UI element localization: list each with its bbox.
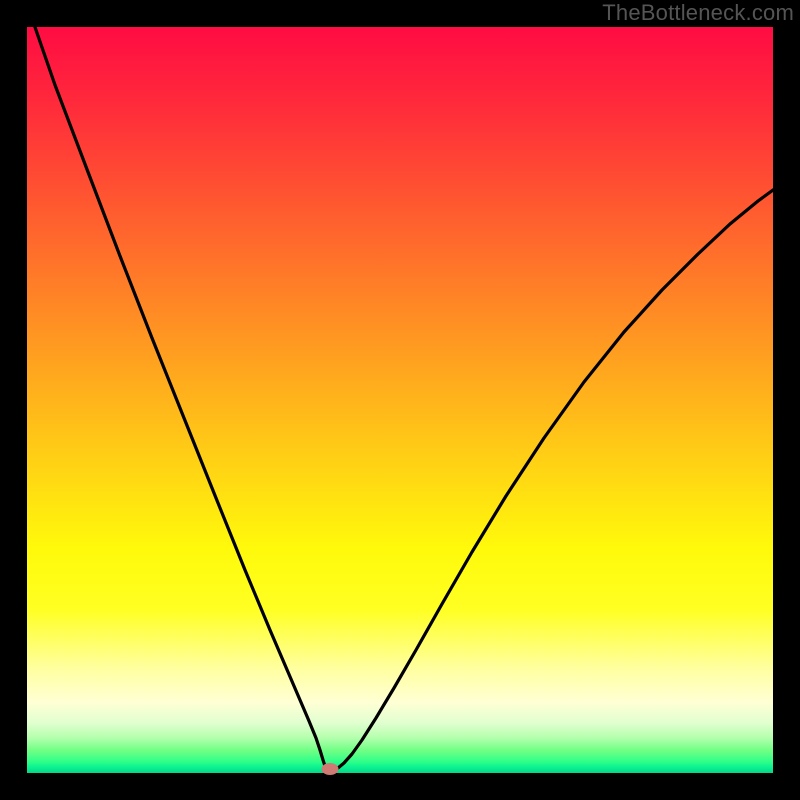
optimum-marker [322, 763, 339, 775]
chart-container: TheBottleneck.com [0, 0, 800, 800]
watermark-text: TheBottleneck.com [602, 0, 794, 26]
bottleneck-curve-chart [0, 0, 800, 800]
plot-area [27, 27, 773, 773]
